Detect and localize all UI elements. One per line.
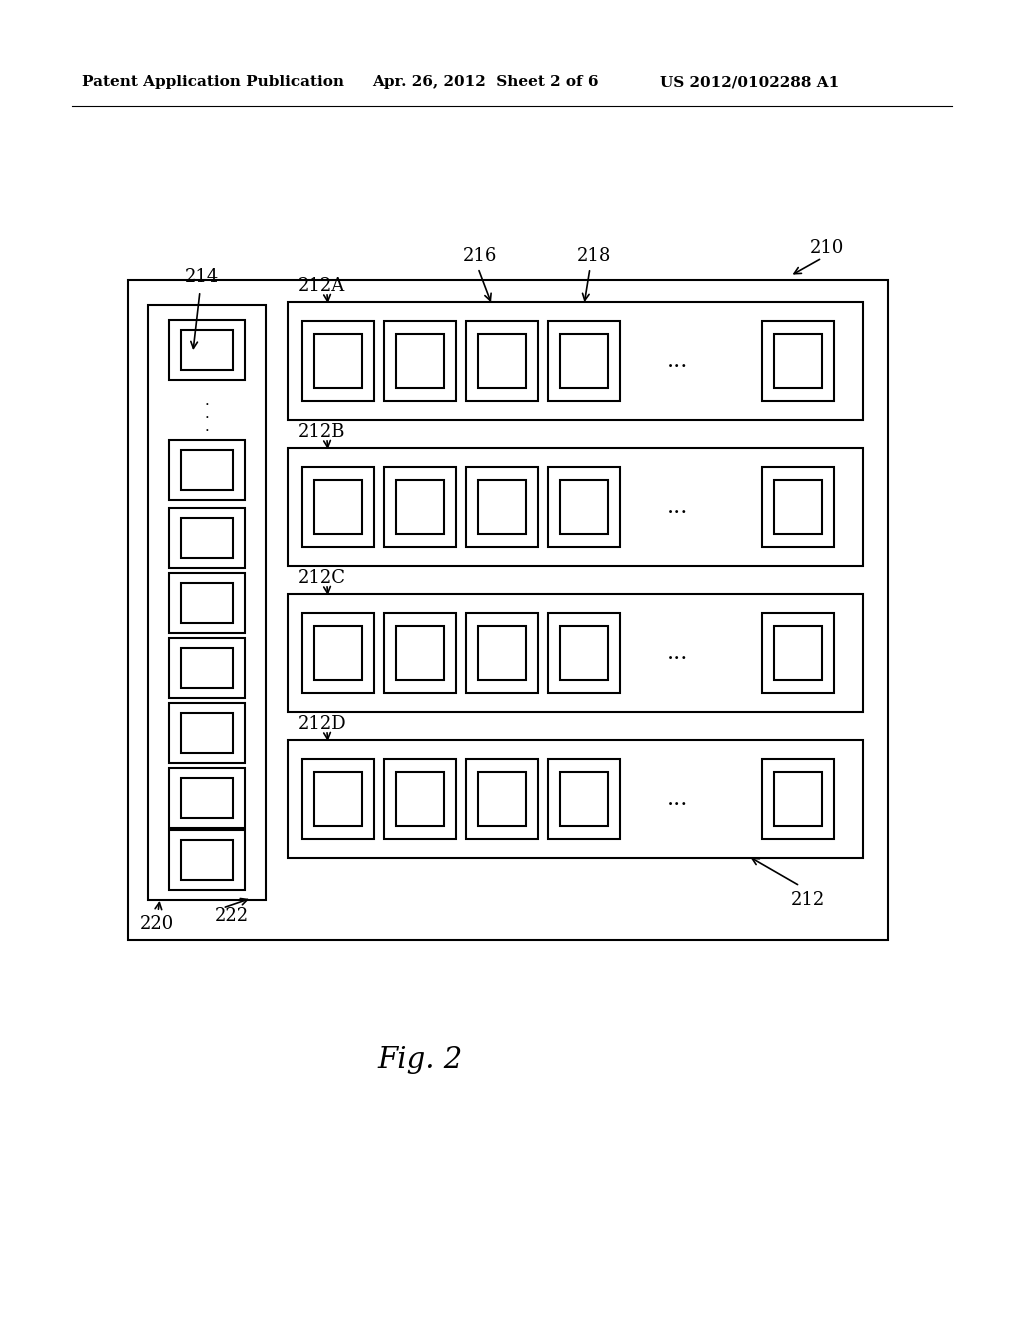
Text: ·
·
·: · · · [205,399,210,438]
Bar [559,772,608,826]
Bar [313,772,362,826]
Bar [477,334,526,388]
Bar [477,772,526,826]
Bar [466,321,538,401]
Bar [181,777,232,818]
Text: 210: 210 [810,239,845,257]
Text: 212B: 212B [298,422,345,441]
Bar [384,612,456,693]
Text: 216: 216 [463,247,498,265]
Bar [302,321,374,401]
Bar [169,508,245,568]
Text: ...: ... [668,350,689,372]
Text: 214: 214 [185,268,219,286]
Bar [181,582,232,623]
Bar [302,759,374,840]
Bar [313,479,362,535]
Bar [181,450,232,491]
Bar [169,768,245,828]
Bar [288,594,863,711]
Bar [548,759,620,840]
Bar [559,626,608,680]
Text: ...: ... [668,496,689,517]
Bar [288,302,863,420]
Bar [302,612,374,693]
Bar [466,612,538,693]
Text: 220: 220 [140,915,174,933]
Bar [181,648,232,689]
Text: Patent Application Publication: Patent Application Publication [82,75,344,88]
Text: 218: 218 [577,247,611,265]
Bar [477,626,526,680]
Bar [773,772,822,826]
Bar [466,467,538,546]
Bar [181,713,232,754]
Bar [169,440,245,500]
Text: 212D: 212D [298,715,347,733]
Bar [169,573,245,634]
Bar [384,321,456,401]
Bar [169,319,245,380]
Text: 212: 212 [791,891,825,909]
Bar [288,741,863,858]
Bar [773,626,822,680]
Bar [559,334,608,388]
Bar [477,479,526,535]
Bar [395,772,444,826]
Text: US 2012/0102288 A1: US 2012/0102288 A1 [660,75,840,88]
Bar [559,479,608,535]
Bar [395,479,444,535]
Text: ...: ... [668,788,689,810]
Bar [395,626,444,680]
Bar [548,612,620,693]
Text: Fig. 2: Fig. 2 [378,1045,463,1074]
Bar [288,447,863,566]
Text: ...: ... [668,642,689,664]
Bar [466,759,538,840]
Bar [384,467,456,546]
Bar [762,321,834,401]
Text: Apr. 26, 2012  Sheet 2 of 6: Apr. 26, 2012 Sheet 2 of 6 [372,75,598,88]
Text: 222: 222 [215,907,249,925]
Bar [128,280,888,940]
Bar [181,517,232,558]
Bar [181,330,232,371]
Bar [169,830,245,890]
Bar [762,612,834,693]
Bar [313,626,362,680]
Bar [169,638,245,698]
Bar [181,840,232,880]
Bar [762,467,834,546]
Bar [548,467,620,546]
Text: 212A: 212A [298,277,345,294]
Bar [773,479,822,535]
Bar [148,305,266,900]
Bar [395,334,444,388]
Bar [384,759,456,840]
Bar [762,759,834,840]
Bar [169,704,245,763]
Bar [313,334,362,388]
Bar [302,467,374,546]
Bar [548,321,620,401]
Text: 212C: 212C [298,569,346,587]
Bar [773,334,822,388]
